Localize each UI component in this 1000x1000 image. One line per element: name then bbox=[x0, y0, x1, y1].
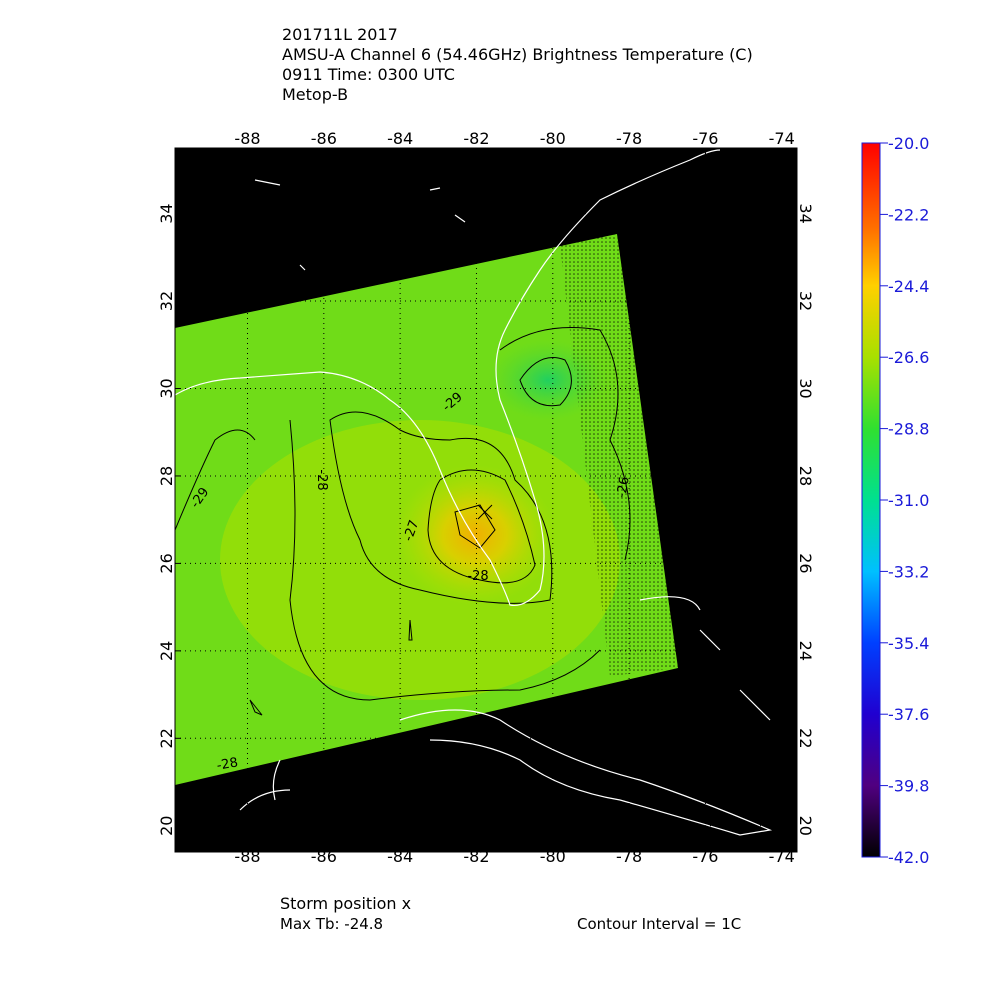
colorbar-label: -22.2 bbox=[888, 205, 929, 224]
y-tick-label: 30 bbox=[796, 378, 815, 398]
x-tick-label: -74 bbox=[769, 129, 795, 148]
colorbar bbox=[861, 142, 881, 858]
x-tick-label: -84 bbox=[387, 129, 413, 148]
x-tick-label: -84 bbox=[387, 847, 413, 866]
y-tick-label: 34 bbox=[157, 203, 176, 223]
contour-label: -28 bbox=[314, 469, 329, 490]
x-tick-label: -76 bbox=[692, 129, 718, 148]
colorbar-label: -33.2 bbox=[888, 562, 929, 581]
swath bbox=[175, 148, 797, 852]
x-tick-label: -88 bbox=[234, 847, 260, 866]
contour-interval: Contour Interval = 1C bbox=[577, 915, 741, 933]
x-tick-label: -78 bbox=[616, 129, 642, 148]
x-tick-label: -74 bbox=[769, 847, 795, 866]
storm-marker bbox=[477, 504, 493, 520]
y-tick-label: 32 bbox=[796, 291, 815, 311]
colorbar-label: -26.6 bbox=[888, 348, 929, 367]
colorbar-label: -20.0 bbox=[888, 134, 929, 153]
x-tick-label: -78 bbox=[616, 847, 642, 866]
y-tick-label: 28 bbox=[157, 466, 176, 486]
contours bbox=[175, 327, 631, 716]
y-tick-label: 24 bbox=[157, 641, 176, 661]
x-tick-label: -80 bbox=[540, 129, 566, 148]
colorbar-label: -42.0 bbox=[888, 848, 929, 867]
warm-core bbox=[395, 465, 555, 605]
x-tick-label: -76 bbox=[692, 847, 718, 866]
y-tick-label: 26 bbox=[157, 553, 176, 573]
y-tick-label: 26 bbox=[796, 553, 815, 573]
contour-label: -28 bbox=[467, 569, 488, 584]
max-tb: Max Tb: -24.8 bbox=[280, 915, 383, 933]
x-tick-label: -86 bbox=[311, 129, 337, 148]
colorbar-label: -35.4 bbox=[888, 634, 929, 653]
x-tick-label: -88 bbox=[234, 129, 260, 148]
grid bbox=[175, 148, 797, 852]
y-tick-label: 20 bbox=[796, 816, 815, 836]
title-line: Metop-B bbox=[282, 85, 348, 104]
y-tick-label: 30 bbox=[157, 378, 176, 398]
y-tick-label: 32 bbox=[157, 291, 176, 311]
title-line: 201711L 2017 bbox=[282, 25, 398, 44]
title-line: AMSU-A Channel 6 (54.46GHz) Brightness T… bbox=[282, 45, 753, 64]
contour-label: -27 bbox=[401, 518, 422, 543]
y-tick-label: 28 bbox=[796, 466, 815, 486]
title-line: 0911 Time: 0300 UTC bbox=[282, 65, 455, 84]
y-tick-label: 22 bbox=[796, 728, 815, 748]
hatch-region bbox=[560, 234, 678, 676]
colorbar-label: -37.6 bbox=[888, 705, 929, 724]
y-tick-label: 24 bbox=[796, 641, 815, 661]
x-tick-label: -82 bbox=[463, 847, 489, 866]
y-tick-label: 20 bbox=[157, 816, 176, 836]
y-tick-label: 22 bbox=[157, 728, 176, 748]
map-frame bbox=[174, 147, 798, 853]
contour-label: -28 bbox=[216, 755, 240, 773]
colorbar-label: -28.8 bbox=[888, 420, 929, 439]
colorbar-label: -24.4 bbox=[888, 277, 929, 296]
colorbar-label: -31.0 bbox=[888, 491, 929, 510]
x-tick-label: -86 bbox=[311, 847, 337, 866]
storm-position: Storm position x bbox=[280, 894, 411, 913]
y-tick-label: 34 bbox=[796, 203, 815, 223]
coastline bbox=[175, 149, 773, 836]
x-tick-label: -82 bbox=[463, 129, 489, 148]
x-tick-label: -80 bbox=[540, 847, 566, 866]
colorbar-label: -39.8 bbox=[888, 777, 929, 796]
contour-label: -26 bbox=[614, 476, 632, 500]
